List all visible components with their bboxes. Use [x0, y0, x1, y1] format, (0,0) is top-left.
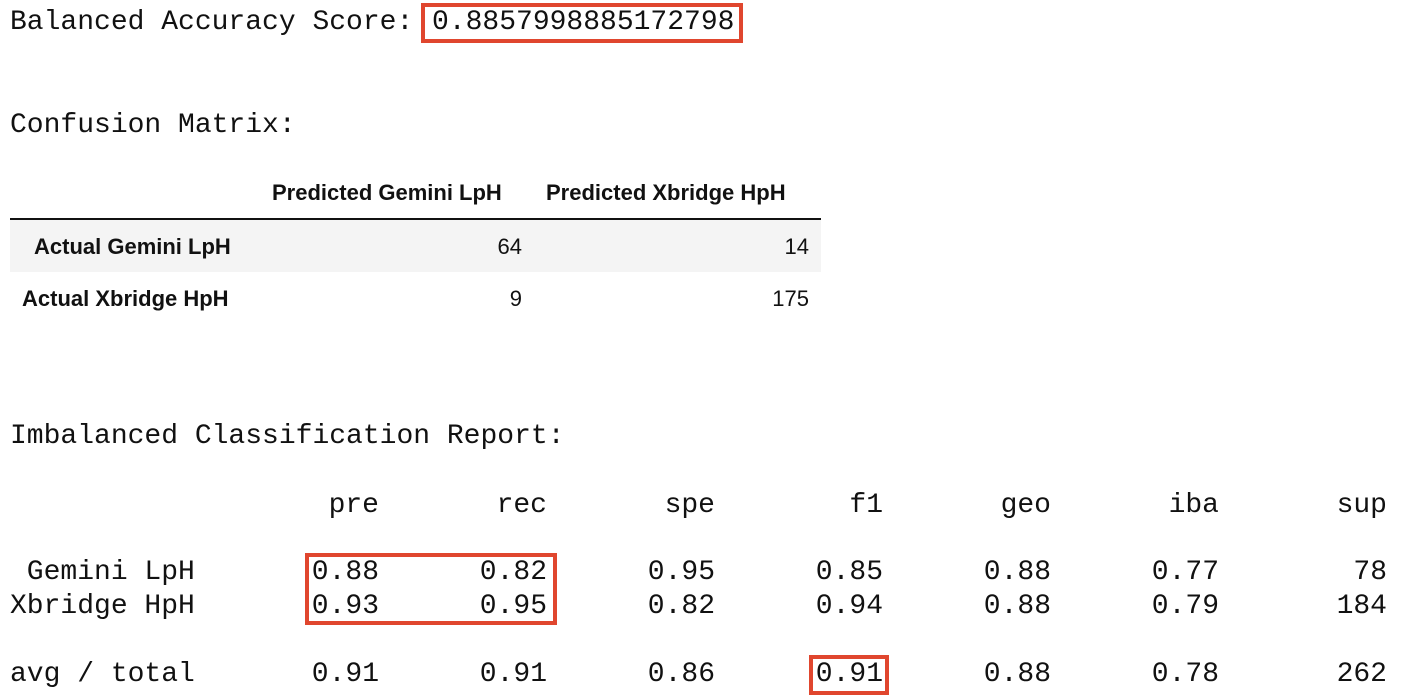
report-cell: 0.91: [311, 659, 379, 690]
accuracy-highlight-box: [421, 3, 743, 43]
table-cell: 175: [772, 286, 809, 311]
report-cell: 0.88: [983, 591, 1051, 622]
report-cell: 0.95: [479, 591, 547, 622]
report-cell: 0.78: [1151, 659, 1219, 690]
row-header: Actual Xbridge HpH: [22, 286, 229, 311]
balanced-accuracy-value: 0.8857998885172798: [432, 7, 735, 38]
report-column-header: iba: [1168, 490, 1219, 521]
report-cell: 78: [1353, 557, 1387, 588]
report-cell: 0.88: [983, 557, 1051, 588]
report-column-header: rec: [496, 490, 547, 521]
report-cell: 0.93: [311, 591, 379, 622]
report-cell: 0.91: [815, 659, 883, 690]
report-column-header: pre: [328, 490, 379, 521]
precision-recall-highlight-box: [305, 553, 557, 625]
report-cell: 0.85: [815, 557, 883, 588]
report-cell: 0.88: [983, 659, 1051, 690]
column-header: Predicted Xbridge HpH: [546, 180, 786, 205]
table-cell: 14: [784, 234, 809, 259]
report-row-label: avg / total: [10, 659, 195, 690]
report-column-header: sup: [1336, 490, 1387, 521]
report-cell: 0.94: [815, 591, 883, 622]
report-row-label: Gemini LpH: [10, 557, 195, 588]
confusion-matrix-table: Predicted Gemini LpH Predicted Xbridge H…: [10, 168, 821, 324]
report-row-label: Xbridge HpH: [10, 591, 195, 622]
report-cell: 262: [1336, 659, 1387, 690]
row-header: Actual Gemini LpH: [34, 234, 231, 259]
report-cell: 0.95: [647, 557, 715, 588]
table-row: Actual Xbridge HpH 9 175: [10, 272, 821, 324]
report-cell: 184: [1336, 591, 1387, 622]
report-column-header: geo: [1000, 490, 1051, 521]
table-cell: 9: [509, 286, 522, 311]
table-row: Actual Gemini LpH 64 14: [10, 220, 821, 272]
report-cell: 0.82: [479, 557, 547, 588]
confusion-matrix-header: Predicted Gemini LpH Predicted Xbridge H…: [10, 168, 821, 220]
report-cell: 0.79: [1151, 591, 1219, 622]
report-title: Imbalanced Classification Report:: [10, 421, 565, 452]
table-cell: 64: [497, 234, 522, 259]
report-cell: 0.82: [647, 591, 715, 622]
confusion-matrix-title: Confusion Matrix:: [10, 110, 296, 141]
f1-highlight-box: [809, 655, 889, 695]
report-cell: 0.86: [647, 659, 715, 690]
balanced-accuracy-label: Balanced Accuracy Score:: [10, 7, 414, 38]
column-header: Predicted Gemini LpH: [272, 180, 502, 205]
report-column-header: spe: [664, 490, 715, 521]
report-cell: 0.91: [479, 659, 547, 690]
report-cell: 0.77: [1151, 557, 1219, 588]
report-cell: 0.88: [311, 557, 379, 588]
report-column-header: f1: [849, 490, 883, 521]
